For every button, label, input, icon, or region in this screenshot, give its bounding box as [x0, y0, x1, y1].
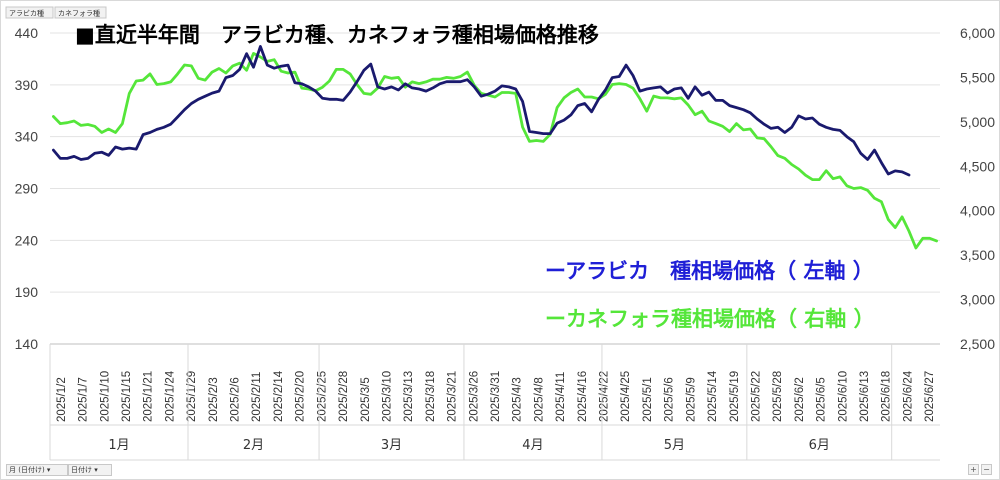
x-axis-date-label: 2025/6/18 — [881, 371, 893, 422]
x-axis-date-label: 2025/6/27 — [924, 371, 936, 422]
x-axis-date-label: 2025/3/18 — [425, 371, 437, 422]
x-axis-date-label: 2025/2/11 — [251, 372, 263, 422]
left-axis-tick-label: 390 — [15, 77, 39, 93]
x-axis-date-label: 2025/1/29 — [186, 371, 198, 422]
x-axis-date-label: 2025/3/21 — [447, 371, 459, 422]
x-axis-month-label: 2月 — [243, 438, 264, 453]
collapse-field-button[interactable]: − — [981, 464, 992, 475]
x-axis-date-label: 2025/4/8 — [533, 377, 545, 422]
x-axis-date-label: 2025/2/20 — [295, 371, 307, 422]
x-axis-date-label: 2025/6/24 — [902, 370, 914, 422]
x-axis-date-label: 2025/6/2 — [794, 377, 806, 422]
x-axis-date-label: 2025/3/31 — [490, 371, 502, 422]
left-axis-tick-label: 440 — [15, 25, 39, 41]
x-axis-date-label: 2025/1/2 — [56, 377, 68, 422]
row-field-date-label: 日付け — [71, 466, 92, 474]
x-axis-date-label: 2025/6/10 — [837, 371, 849, 422]
left-axis-tick-label: 290 — [15, 181, 39, 197]
x-axis-date-label: 2025/5/1 — [642, 377, 654, 422]
row-field-month-button[interactable]: 月 (日付け) ▾ — [6, 464, 68, 476]
row-field-date-button[interactable]: 日付け ▾ — [68, 464, 112, 476]
x-axis-date-label: 2025/1/21 — [143, 371, 155, 422]
grid-lines — [50, 32, 940, 345]
x-axis-date-label: 2025/1/24 — [164, 370, 176, 422]
series-tag-arabica[interactable] — [5, 6, 54, 19]
x-axis-date-label: 2025/1/15 — [121, 371, 133, 422]
x-axis-date-label: 2025/4/11 — [555, 372, 567, 422]
right-axis-tick-label: 5,500 — [960, 69, 995, 85]
left-axis-tick-label: 140 — [15, 336, 39, 352]
x-axis-date-label: 2025/3/5 — [360, 377, 372, 422]
x-axis-date-label: 2025/2/6 — [230, 377, 242, 422]
x-axis-date-label: 2025/6/13 — [859, 371, 871, 422]
x-axis-date-label: 2025/5/9 — [685, 377, 697, 422]
series-line-arabica — [52, 45, 911, 177]
filter-dropdown-icon: ▾ — [46, 466, 51, 474]
x-axis-date-label: 2025/3/10 — [381, 371, 393, 422]
x-axis-date-label: 2025/5/19 — [729, 371, 741, 422]
right-axis-tick-label: 6,000 — [960, 25, 995, 41]
x-axis-date-label: 2025/4/16 — [577, 371, 589, 422]
filter-dropdown-icon: ▾ — [94, 466, 98, 474]
x-axis-month-label: 4月 — [522, 438, 543, 453]
x-axis-date-label: 2025/5/6 — [664, 377, 676, 422]
series-tag-canephora[interactable] — [54, 6, 107, 19]
left-axis-tick-label: 240 — [15, 232, 39, 248]
x-axis-date-label: 2025/2/28 — [338, 371, 350, 422]
right-axis-tick-label: 2,500 — [960, 336, 995, 352]
x-axis: 2025/1/2 2025/1/7 2025/1/10 2025/1/15 2025/1… — [49, 343, 940, 461]
x-axis-date-label: 2025/2/3 — [208, 377, 220, 422]
x-axis-month-label: 1月 — [108, 438, 129, 453]
series-line-canephora — [52, 52, 938, 250]
series-layer — [52, 45, 938, 250]
right-y-axis: 2,500 3,000 3,500 4,000 4,500 5,000 5,500 6,000 — [960, 25, 995, 352]
x-axis-date-label: 2025/5/28 — [772, 371, 784, 422]
left-axis-tick-label: 190 — [15, 284, 39, 300]
x-axis-date-label: 2025/3/13 — [403, 371, 415, 422]
x-axis-month-label: 5月 — [664, 438, 685, 453]
row-field-month-label: 月 (日付け) — [9, 466, 45, 474]
series-tag-canephora-label: カネフォラ種 — [58, 10, 100, 18]
left-y-axis: 140 190 240 290 340 390 440 — [15, 25, 39, 352]
legend-canephora: ーカネフォラ種相場価格（ 右軸 ） — [545, 307, 875, 331]
legend-arabica: ーアラビカ 種相場価格（ 左軸 ） — [545, 259, 874, 283]
x-axis-date-label: 2025/1/7 — [78, 377, 90, 422]
x-axis-date-label: 2025/3/26 — [468, 371, 480, 422]
right-axis-tick-label: 4,000 — [960, 203, 995, 219]
x-axis-date-label: 2025/5/22 — [750, 371, 762, 422]
series-tag-arabica-label: アラビカ種 — [9, 9, 44, 18]
x-axis-date-label: 2025/6/5 — [816, 377, 828, 422]
x-axis-date-label: 2025/2/14 — [273, 370, 285, 422]
x-axis-date-label: 2025/1/10 — [99, 371, 111, 422]
x-axis-date-label: 2025/2/25 — [316, 371, 328, 422]
right-axis-tick-label: 3,000 — [960, 292, 995, 308]
x-axis-date-label: 2025/5/14 — [707, 370, 719, 422]
x-axis-date-label: 2025/4/3 — [512, 377, 524, 422]
chart-title: ■直近半年間 アラビカ種、カネフォラ種相場価格推移 — [75, 23, 599, 47]
right-axis-tick-label: 5,000 — [960, 114, 995, 130]
x-axis-month-label: 6月 — [809, 438, 830, 453]
expand-field-button[interactable]: + — [968, 464, 979, 475]
x-axis-date-label: 2025/4/25 — [620, 371, 632, 422]
right-axis-tick-label: 4,500 — [960, 158, 995, 174]
left-axis-tick-label: 340 — [15, 129, 39, 145]
x-axis-month-label: 3月 — [381, 438, 402, 453]
x-axis-date-label: 2025/4/22 — [599, 371, 611, 422]
right-axis-tick-label: 3,500 — [960, 247, 995, 263]
